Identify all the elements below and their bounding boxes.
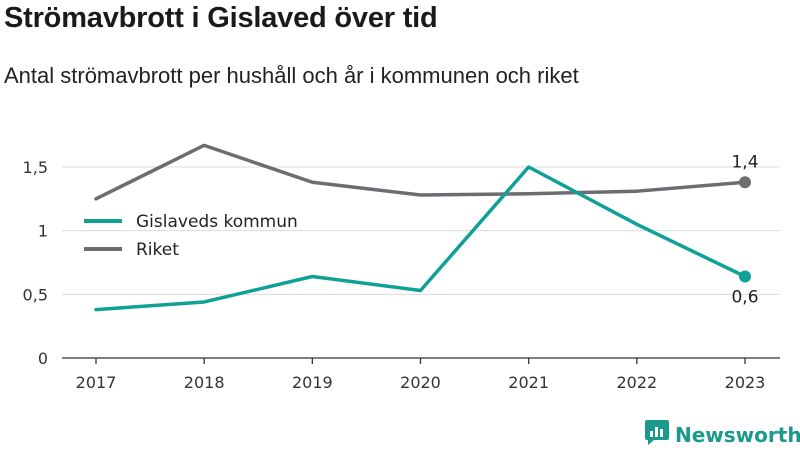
- y-tick-label: 0: [38, 349, 48, 368]
- x-tick-label: 2022: [616, 373, 657, 392]
- brand-name: Newsworthy: [675, 423, 800, 447]
- x-tick-label: 2018: [184, 373, 225, 392]
- bar-chart-badge-icon: [644, 418, 670, 451]
- end-value-label: 1,4: [731, 152, 758, 172]
- end-value-label: 0,6: [731, 288, 758, 308]
- y-tick-label: 1: [38, 222, 48, 241]
- brand-logo: Newsworthy: [644, 418, 800, 451]
- data-point: [739, 176, 751, 188]
- x-tick-label: 2021: [508, 373, 549, 392]
- x-tick-label: 2020: [400, 373, 441, 392]
- data-point: [739, 271, 751, 283]
- legend-label: Riket: [136, 240, 179, 260]
- x-tick-label: 2023: [725, 373, 766, 392]
- series-line-riket: [96, 145, 745, 198]
- y-tick-label: 0,5: [23, 285, 48, 304]
- x-axis: 2017 2018 2019 2020 2021 2022 2023: [62, 358, 780, 392]
- line-chart: 0 0,5 1 1,5 2017 2018 2019 2020 2021 2022 2023 1,…: [0, 0, 800, 450]
- series-line-gislaveds-kommun: [96, 167, 745, 310]
- x-tick-label: 2019: [292, 373, 333, 392]
- y-tick-label: 1,5: [23, 158, 48, 177]
- x-tick-label: 2017: [76, 373, 117, 392]
- legend-label: Gislaveds kommun: [136, 212, 298, 232]
- legend: Gislaveds kommun Riket: [84, 212, 298, 260]
- y-axis-tick-labels: 0 0,5 1 1,5: [23, 158, 48, 368]
